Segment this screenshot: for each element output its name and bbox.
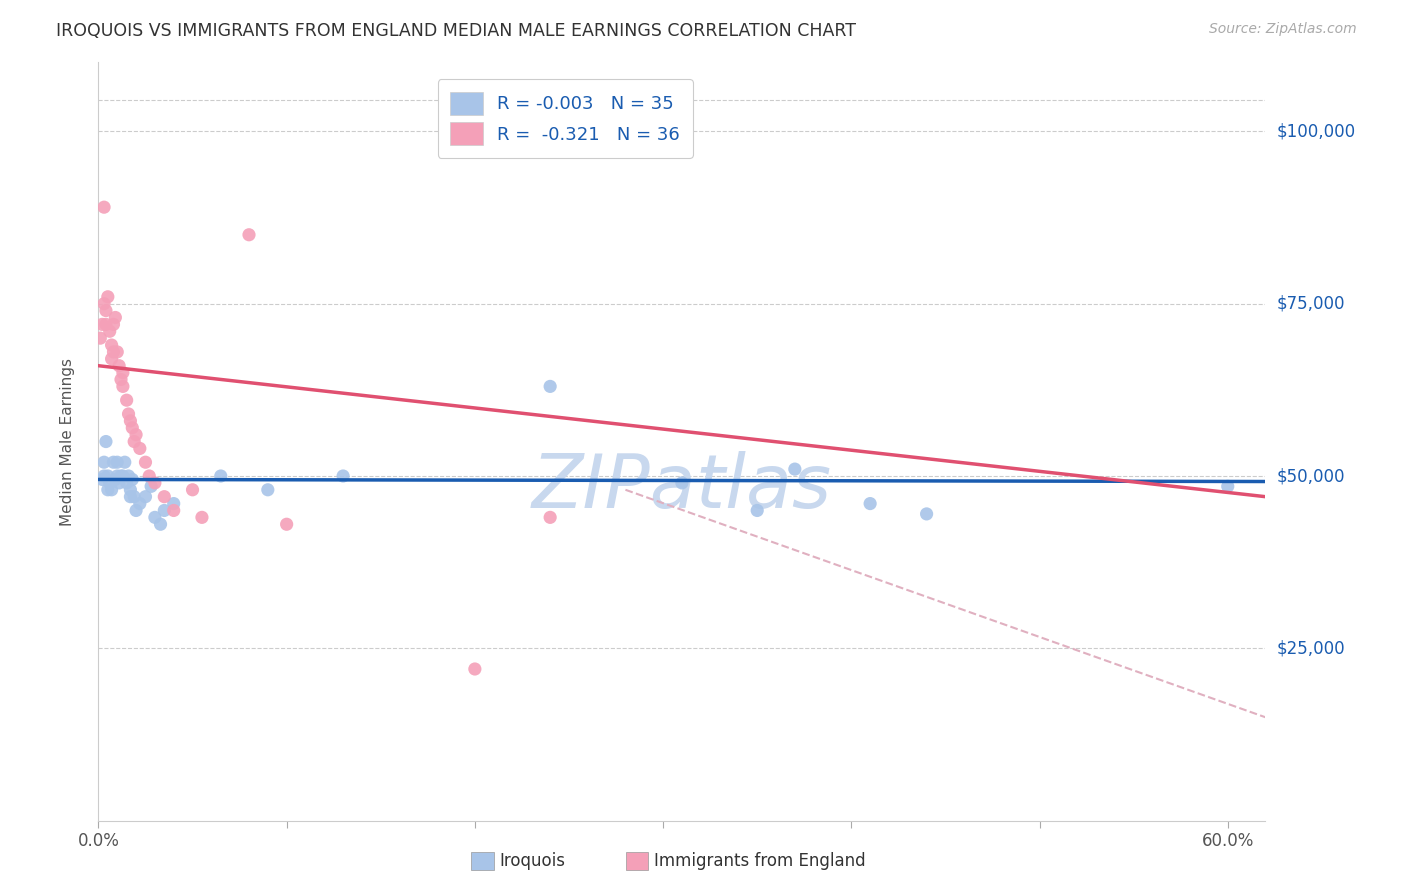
Point xyxy=(103,455,125,469)
Point xyxy=(181,483,204,497)
Point xyxy=(105,455,128,469)
Point xyxy=(111,379,134,393)
Point xyxy=(94,434,117,449)
Point xyxy=(93,455,115,469)
Point xyxy=(104,473,127,487)
Point xyxy=(859,497,882,511)
Point xyxy=(91,473,114,487)
Point xyxy=(93,200,115,214)
Point xyxy=(128,442,150,456)
Point xyxy=(134,490,156,504)
Point xyxy=(538,510,561,524)
Text: $100,000: $100,000 xyxy=(1277,122,1355,140)
Point xyxy=(89,331,111,345)
Point xyxy=(110,469,132,483)
Point xyxy=(153,503,176,517)
Point xyxy=(163,503,186,517)
Point xyxy=(671,475,693,490)
Text: $50,000: $50,000 xyxy=(1277,467,1346,485)
Text: $75,000: $75,000 xyxy=(1277,294,1346,313)
Point xyxy=(149,517,172,532)
Point xyxy=(121,473,143,487)
Point xyxy=(538,379,561,393)
Point xyxy=(134,455,156,469)
Point xyxy=(153,490,176,504)
Point xyxy=(783,462,806,476)
Text: $25,000: $25,000 xyxy=(1277,640,1346,657)
Point xyxy=(128,497,150,511)
Point xyxy=(747,503,769,517)
Point xyxy=(105,469,128,483)
Point xyxy=(120,490,142,504)
Y-axis label: Median Male Earnings: Median Male Earnings xyxy=(60,358,75,525)
Point xyxy=(97,469,120,483)
Point xyxy=(209,469,232,483)
Point xyxy=(104,310,127,325)
Point xyxy=(100,338,122,352)
Point xyxy=(100,351,122,366)
Point xyxy=(117,469,139,483)
Point xyxy=(98,475,121,490)
Point xyxy=(163,497,186,511)
Point xyxy=(122,434,145,449)
Text: IROQUOIS VS IMMIGRANTS FROM ENGLAND MEDIAN MALE EARNINGS CORRELATION CHART: IROQUOIS VS IMMIGRANTS FROM ENGLAND MEDI… xyxy=(56,22,856,40)
Point xyxy=(121,421,143,435)
Point xyxy=(276,517,298,532)
Point xyxy=(91,318,114,332)
Point xyxy=(114,455,136,469)
Point xyxy=(125,427,148,442)
Point xyxy=(93,469,115,483)
Point xyxy=(115,393,138,408)
Point xyxy=(1216,479,1239,493)
Point xyxy=(105,345,128,359)
Point xyxy=(115,475,138,490)
Point xyxy=(191,510,214,524)
Point xyxy=(464,662,486,676)
Point xyxy=(108,475,131,490)
Legend: R = -0.003   N = 35, R =  -0.321   N = 36: R = -0.003 N = 35, R = -0.321 N = 36 xyxy=(437,79,693,158)
Point xyxy=(93,296,115,310)
Point xyxy=(120,483,142,497)
Point xyxy=(97,290,120,304)
Point xyxy=(103,345,125,359)
Point xyxy=(103,318,125,332)
Point xyxy=(117,407,139,421)
Point xyxy=(139,479,162,493)
Point xyxy=(138,469,160,483)
Point xyxy=(915,507,938,521)
Text: ZIPatlas: ZIPatlas xyxy=(531,451,832,523)
Point xyxy=(94,318,117,332)
Point xyxy=(125,503,148,517)
Text: Source: ZipAtlas.com: Source: ZipAtlas.com xyxy=(1209,22,1357,37)
Point xyxy=(256,483,278,497)
Point xyxy=(238,227,260,242)
Point xyxy=(94,303,117,318)
Point xyxy=(110,372,132,386)
Point xyxy=(332,469,354,483)
Text: Immigrants from England: Immigrants from England xyxy=(654,852,866,870)
Point xyxy=(108,359,131,373)
Point xyxy=(111,366,134,380)
Point xyxy=(143,475,166,490)
Point xyxy=(143,510,166,524)
Point xyxy=(111,469,134,483)
Point xyxy=(122,490,145,504)
Point xyxy=(100,483,122,497)
Point xyxy=(97,483,120,497)
Point xyxy=(120,414,142,428)
Point xyxy=(98,324,121,338)
Text: Iroquois: Iroquois xyxy=(499,852,565,870)
